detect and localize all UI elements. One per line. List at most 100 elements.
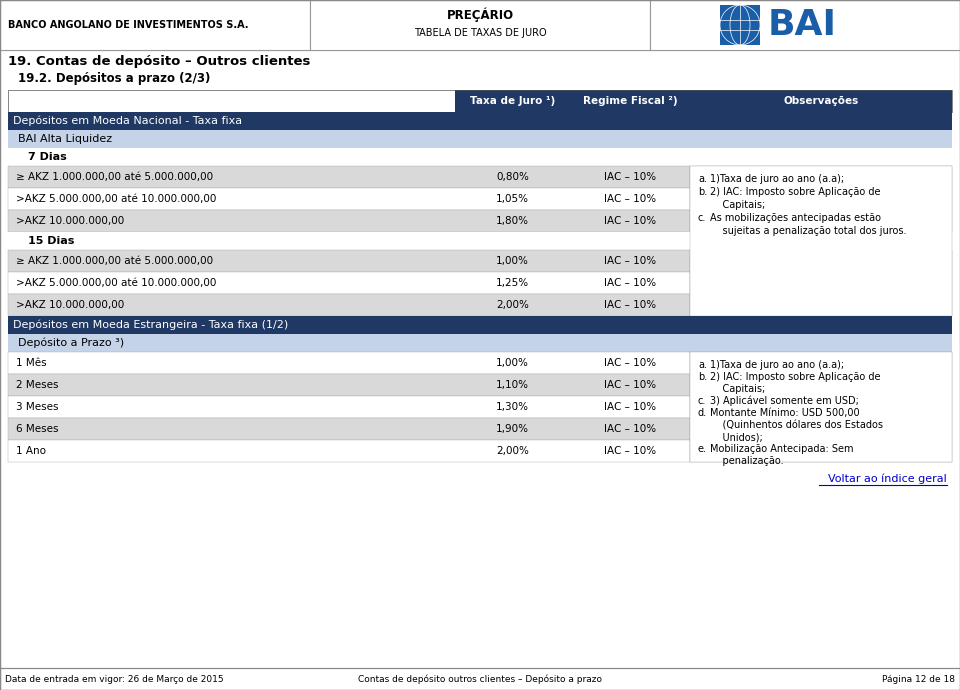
Text: 1,00%: 1,00% [496, 358, 529, 368]
Text: 1)Taxa de juro ao ano (a.a);: 1)Taxa de juro ao ano (a.a); [710, 360, 844, 370]
Text: Taxa de Juro ¹): Taxa de Juro ¹) [469, 96, 555, 106]
Text: 2,00%: 2,00% [496, 300, 529, 310]
Bar [8, 210, 690, 232]
Bar [0, 0, 960, 50]
Text: Contas de depósito outros clientes – Depósito a prazo: Contas de depósito outros clientes – Dep… [358, 674, 602, 684]
Text: 15 Dias: 15 Dias [28, 236, 74, 246]
Text: 3 Meses: 3 Meses [16, 402, 59, 412]
Bar [650, 0, 960, 50]
Bar [690, 374, 952, 396]
Bar [690, 396, 952, 418]
Bar [8, 188, 690, 210]
Text: 19.2. Depósitos a prazo (2/3): 19.2. Depósitos a prazo (2/3) [18, 72, 210, 85]
Bar [570, 90, 690, 112]
Bar [8, 250, 690, 272]
Text: c.: c. [698, 396, 707, 406]
Text: >AKZ 10.000.000,00: >AKZ 10.000.000,00 [16, 300, 124, 310]
Text: Capitais;: Capitais; [710, 200, 765, 210]
Text: 2) IAC: Imposto sobre Aplicação de: 2) IAC: Imposto sobre Aplicação de [710, 187, 880, 197]
Text: (Quinhentos dólares dos Estados: (Quinhentos dólares dos Estados [710, 420, 883, 430]
Bar [455, 90, 570, 112]
Text: Página 12 de 18: Página 12 de 18 [882, 675, 955, 684]
Text: 2,00%: 2,00% [496, 446, 529, 456]
Text: IAC – 10%: IAC – 10% [604, 446, 656, 456]
Text: 1)Taxa de juro ao ano (a.a);: 1)Taxa de juro ao ano (a.a); [710, 174, 844, 184]
Text: 19. Contas de depósito – Outros clientes: 19. Contas de depósito – Outros clientes [8, 55, 310, 68]
Text: TABELA DE TAXAS DE JURO: TABELA DE TAXAS DE JURO [414, 28, 546, 38]
Text: Unidos);: Unidos); [710, 432, 763, 442]
Text: 1,10%: 1,10% [496, 380, 529, 390]
Bar [8, 352, 690, 374]
Text: IAC – 10%: IAC – 10% [604, 380, 656, 390]
Bar [8, 374, 690, 396]
Text: c.: c. [698, 213, 707, 223]
Text: 1,80%: 1,80% [496, 216, 529, 226]
Text: 1,90%: 1,90% [496, 424, 529, 434]
Text: Capitais;: Capitais; [710, 384, 765, 394]
Bar [690, 166, 952, 188]
Bar [8, 112, 952, 130]
Text: BAI: BAI [768, 8, 837, 42]
Text: 2) IAC: Imposto sobre Aplicação de: 2) IAC: Imposto sobre Aplicação de [710, 372, 880, 382]
Text: PREÇÁRIO: PREÇÁRIO [446, 8, 514, 22]
Text: Observações: Observações [783, 96, 858, 106]
Bar [0, 668, 960, 690]
Bar [690, 418, 952, 440]
Text: a.: a. [698, 174, 707, 184]
Text: >AKZ 5.000.000,00 até 10.000.000,00: >AKZ 5.000.000,00 até 10.000.000,00 [16, 194, 216, 204]
Text: Voltar ao índice geral: Voltar ao índice geral [828, 474, 947, 484]
Text: >AKZ 10.000.000,00: >AKZ 10.000.000,00 [16, 216, 124, 226]
Text: IAC – 10%: IAC – 10% [604, 194, 656, 204]
Text: As mobilizações antecipadas estão: As mobilizações antecipadas estão [710, 213, 881, 223]
Text: ≥ AKZ 1.000.000,00 até 5.000.000,00: ≥ AKZ 1.000.000,00 até 5.000.000,00 [16, 172, 213, 182]
Bar [8, 294, 690, 316]
Text: 1,05%: 1,05% [496, 194, 529, 204]
Text: BANCO ANGOLANO DE INVESTIMENTOS S.A.: BANCO ANGOLANO DE INVESTIMENTOS S.A. [8, 20, 249, 30]
Text: 1,30%: 1,30% [496, 402, 529, 412]
Bar [690, 250, 952, 272]
Text: IAC – 10%: IAC – 10% [604, 358, 656, 368]
Bar [8, 272, 690, 294]
Text: IAC – 10%: IAC – 10% [604, 172, 656, 182]
Text: Montante Mínimo: USD 500,00: Montante Mínimo: USD 500,00 [710, 408, 859, 418]
Text: BAI Alta Liquidez: BAI Alta Liquidez [18, 134, 112, 144]
Bar [690, 90, 952, 112]
Text: sujeitas a penalização total dos juros.: sujeitas a penalização total dos juros. [710, 226, 906, 236]
Text: Depósitos em Moeda Nacional - Taxa fixa: Depósitos em Moeda Nacional - Taxa fixa [13, 116, 242, 126]
Text: 0,80%: 0,80% [496, 172, 529, 182]
Text: b.: b. [698, 187, 708, 197]
Bar [690, 440, 952, 462]
Text: Mobilização Antecipada: Sem: Mobilização Antecipada: Sem [710, 444, 853, 454]
Bar [0, 0, 310, 50]
Text: 1 Mês: 1 Mês [16, 358, 47, 368]
Text: IAC – 10%: IAC – 10% [604, 300, 656, 310]
Text: Depósitos em Moeda Estrangeira - Taxa fixa (1/2): Depósitos em Moeda Estrangeira - Taxa fi… [13, 319, 288, 331]
Text: 1 Ano: 1 Ano [16, 446, 46, 456]
Text: b.: b. [698, 372, 708, 382]
Bar [8, 418, 690, 440]
Bar [310, 0, 650, 50]
Bar [690, 188, 952, 210]
Bar [690, 210, 952, 232]
Text: penalização.: penalização. [710, 456, 783, 466]
Text: e.: e. [698, 444, 707, 454]
Bar [8, 148, 952, 166]
Bar [690, 166, 952, 316]
Text: IAC – 10%: IAC – 10% [604, 216, 656, 226]
Text: 1,00%: 1,00% [496, 256, 529, 266]
Text: >AKZ 5.000.000,00 até 10.000.000,00: >AKZ 5.000.000,00 até 10.000.000,00 [16, 278, 216, 288]
Text: d.: d. [698, 408, 708, 418]
Text: 3) Aplicável somente em USD;: 3) Aplicável somente em USD; [710, 396, 859, 406]
Bar [8, 334, 952, 352]
Bar [8, 232, 952, 250]
Bar [690, 294, 952, 316]
Bar [8, 316, 952, 334]
Text: IAC – 10%: IAC – 10% [604, 256, 656, 266]
Bar [690, 352, 952, 462]
Bar [8, 396, 690, 418]
Text: Regime Fiscal ²): Regime Fiscal ²) [583, 96, 678, 106]
Text: ≥ AKZ 1.000.000,00 até 5.000.000,00: ≥ AKZ 1.000.000,00 até 5.000.000,00 [16, 256, 213, 266]
Bar [720, 5, 760, 45]
Bar [690, 352, 952, 374]
Bar [8, 130, 952, 148]
